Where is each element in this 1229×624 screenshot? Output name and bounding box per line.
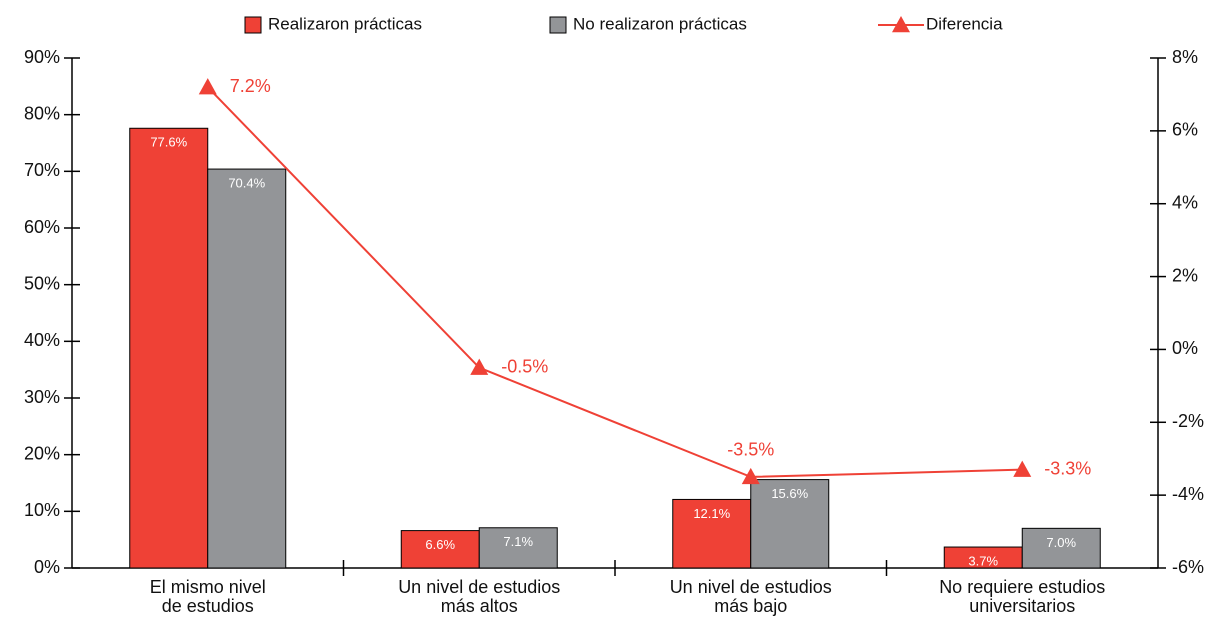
y-tick-label: 20% — [24, 443, 60, 463]
line-value-label: 7.2% — [230, 76, 271, 96]
x-tick-label: No requiere estudios — [939, 577, 1105, 597]
legend-marker — [892, 16, 910, 33]
bar-value-label: 6.6% — [425, 537, 455, 552]
bar-value-label: 7.1% — [503, 534, 533, 549]
legend-swatch — [549, 16, 567, 34]
bar — [478, 527, 558, 569]
y2-tick-label: -2% — [1172, 411, 1204, 431]
bar — [207, 168, 287, 569]
x-tick-label: Un nivel de estudios — [670, 577, 832, 597]
x-tick-label: más bajo — [714, 596, 787, 616]
line — [207, 86, 1023, 478]
y-tick-label: 10% — [24, 500, 60, 520]
x-tick-label: más altos — [441, 596, 518, 616]
y2-tick-label: 4% — [1172, 192, 1198, 212]
line-value-label: -3.5% — [727, 440, 774, 460]
bar-value-label: 12.1% — [693, 506, 730, 521]
line-marker — [470, 358, 489, 375]
y2-tick-label: 6% — [1172, 120, 1198, 140]
y-tick-label: 30% — [24, 387, 60, 407]
x-tick-label: Un nivel de estudios — [398, 577, 560, 597]
y-tick-label: 50% — [24, 273, 60, 293]
bar-value-label: 70.4% — [228, 176, 265, 191]
y-tick-label: 0% — [34, 557, 60, 577]
y-tick-label: 40% — [24, 330, 60, 350]
line-marker — [198, 78, 217, 95]
line-value-label: -0.5% — [501, 356, 548, 376]
line-value-label: -3.3% — [1044, 458, 1091, 478]
y-tick-label: 70% — [24, 160, 60, 180]
bar-value-label: 15.6% — [771, 486, 808, 501]
y2-tick-label: 0% — [1172, 338, 1198, 358]
bar — [400, 530, 480, 569]
bar — [672, 498, 752, 569]
y2-tick-label: -6% — [1172, 557, 1204, 577]
x-tick-label: El mismo nivel — [150, 577, 266, 597]
bar — [1021, 527, 1101, 569]
y2-tick-label: 2% — [1172, 265, 1198, 285]
bar-value-label: 77.6% — [150, 135, 187, 150]
bar-value-label: 7.0% — [1046, 535, 1076, 550]
line-marker — [741, 467, 760, 485]
legend-label: Realizaron prácticas — [268, 14, 422, 33]
legend-label: No realizaron prácticas — [573, 14, 747, 33]
y-tick-label: 60% — [24, 217, 60, 237]
y-tick-label: 80% — [24, 103, 60, 123]
legend-swatch — [244, 16, 262, 34]
y2-tick-label: 8% — [1172, 47, 1198, 67]
x-tick-label: universitarios — [969, 596, 1075, 616]
bar-value-label: 3.7% — [968, 553, 998, 568]
y2-tick-label: -4% — [1172, 484, 1204, 504]
legend-label: Diferencia — [926, 14, 1003, 33]
bar — [129, 127, 209, 569]
y-tick-label: 90% — [24, 47, 60, 67]
bar — [750, 479, 830, 569]
x-tick-label: de estudios — [162, 596, 254, 616]
line-marker — [1013, 460, 1032, 477]
